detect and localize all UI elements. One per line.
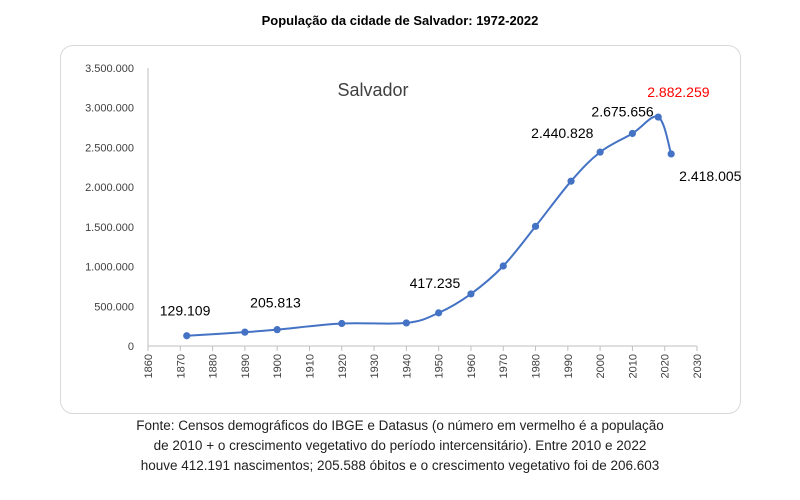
data-point bbox=[531, 222, 540, 230]
data-label: 2.882.259 bbox=[647, 84, 709, 100]
data-point bbox=[241, 328, 249, 336]
source-caption: Fonte: Censos demográficos do IBGE e Dat… bbox=[0, 416, 800, 476]
data-point bbox=[654, 113, 662, 121]
y-tick-label: 1.500.000 bbox=[85, 222, 134, 234]
data-point bbox=[499, 262, 507, 270]
x-tick-label: 1880 bbox=[208, 354, 220, 378]
x-tick-label: 1940 bbox=[401, 354, 413, 378]
x-tick-label: 1990 bbox=[563, 354, 575, 378]
page-title: População da cidade de Salvador: 1972-20… bbox=[261, 13, 539, 28]
x-tick-label: 2000 bbox=[595, 354, 607, 378]
data-point bbox=[628, 129, 637, 138]
data-point bbox=[338, 319, 346, 328]
series-line bbox=[186, 115, 673, 337]
y-tick-label: 2.500.000 bbox=[85, 142, 134, 154]
data-label: 2.418.005 bbox=[679, 168, 741, 184]
x-tick-label: 2020 bbox=[660, 354, 672, 378]
x-tick-label: 1910 bbox=[304, 354, 316, 378]
caption-line-2: de 2010 + o crescimento vegetativo do pe… bbox=[153, 438, 647, 453]
data-point bbox=[402, 319, 410, 327]
y-tick-label: 500.000 bbox=[94, 301, 134, 313]
caption-line-1: Fonte: Censos demográficos do IBGE e Dat… bbox=[136, 418, 664, 433]
x-tick-label: 1920 bbox=[337, 354, 349, 378]
y-tick-label: 2.000.000 bbox=[85, 182, 134, 194]
x-tick-label: 1890 bbox=[240, 354, 252, 378]
y-tick-label: 3.000.000 bbox=[85, 103, 134, 115]
data-point bbox=[183, 332, 191, 340]
data-point bbox=[667, 150, 675, 158]
data-point bbox=[273, 326, 281, 334]
data-label: 2.440.828 bbox=[531, 125, 593, 141]
x-tick-label: 1930 bbox=[369, 354, 381, 378]
x-tick-label: 1960 bbox=[466, 354, 478, 378]
x-tick-label: 1870 bbox=[175, 354, 187, 378]
chart-title: Salvador bbox=[337, 80, 408, 100]
x-tick-label: 2010 bbox=[627, 354, 639, 378]
caption-line-3: houve 412.191 nascimentos; 205.588 óbito… bbox=[140, 458, 660, 473]
chart-area bbox=[60, 45, 741, 414]
x-tick-label: 1860 bbox=[143, 354, 155, 378]
data-point bbox=[567, 177, 575, 185]
data-label: 417.235 bbox=[410, 275, 461, 291]
data-label: 205.813 bbox=[250, 295, 301, 311]
data-point bbox=[435, 309, 443, 317]
y-tick-label: 0 bbox=[128, 341, 134, 353]
x-tick-label: 1980 bbox=[531, 354, 543, 378]
data-point bbox=[596, 148, 604, 156]
x-tick-label: 2030 bbox=[692, 354, 704, 378]
x-tick-label: 1970 bbox=[498, 354, 510, 378]
data-point bbox=[467, 290, 475, 298]
y-tick-label: 3.500.000 bbox=[85, 63, 134, 75]
y-tick-label: 1.000.000 bbox=[85, 262, 134, 274]
x-tick-label: 1950 bbox=[434, 354, 446, 378]
data-label: 2.675.656 bbox=[591, 103, 653, 119]
x-tick-label: 1900 bbox=[272, 354, 284, 378]
data-label: 129.109 bbox=[160, 303, 211, 319]
